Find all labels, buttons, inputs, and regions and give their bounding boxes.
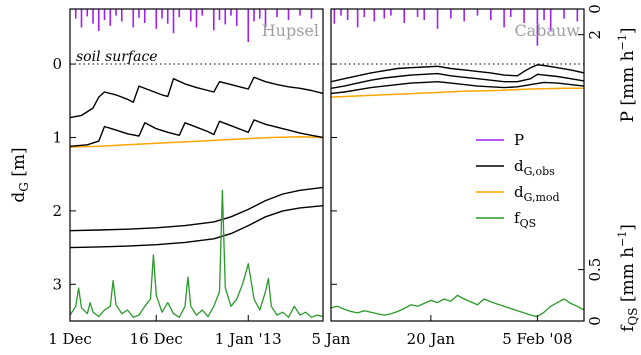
right-axis-label-precip: P [mm h−1]	[616, 28, 638, 123]
series-dg-obs	[331, 72, 584, 89]
series-fqs	[331, 294, 584, 318]
legend: PdG,obs dG,mod fQS	[476, 131, 560, 230]
y-tick-label: 3	[52, 275, 62, 293]
plot-area	[331, 9, 584, 318]
plot-area	[70, 9, 323, 318]
series-dg-obs	[70, 186, 323, 232]
panel-title: Hupsel	[262, 21, 319, 40]
panel-frame	[330, 8, 585, 322]
right-tick-label: 0	[586, 316, 604, 326]
series-dg-obs	[70, 76, 323, 119]
y-tick-label: 2	[52, 202, 62, 220]
right-tick-label: 0	[586, 4, 604, 14]
series-dg-obs	[331, 64, 584, 83]
panel-hupsel: Hupsel 1 Dec 16 Dec 1 Jan '13 0 1 2 3 soil surfa…	[48, 8, 324, 348]
panel-cabauw: Cabauw 5 Jan 20 Jan 5 Feb '08 0 2 0.5 0	[312, 4, 604, 348]
series-dg-obs	[331, 80, 584, 95]
y-tick-label: 0	[52, 55, 62, 73]
series-dg-mod	[331, 87, 584, 98]
panel-frame	[69, 8, 324, 322]
x-tick-label: 20 Jan	[407, 330, 456, 348]
right-tick-label: 0.5	[586, 258, 604, 282]
right-tick-label: 2	[586, 30, 604, 40]
series-dg-obs	[70, 119, 323, 147]
y-axis-label: dG [m]	[9, 147, 31, 202]
series-dg-mod	[70, 135, 323, 148]
x-tick-label: 16 Dec	[130, 330, 183, 348]
series-dg-obs	[70, 205, 323, 249]
legend-label-mod: dG,mod	[514, 183, 560, 204]
panels: Hupsel 1 Dec 16 Dec 1 Jan '13 0 1 2 3 soil surfa…	[48, 4, 604, 348]
soil-surface-annotation: soil surface	[76, 49, 158, 65]
legend-label-fqs: fQS	[514, 209, 536, 230]
x-tick-label: 1 Dec	[48, 330, 92, 348]
x-tick-label: 5 Jan	[312, 330, 351, 348]
right-axis-label-fqs: fQS [mm h−1]	[616, 224, 640, 332]
series-fqs	[70, 189, 323, 318]
legend-label-obs: dG,obs	[514, 157, 555, 178]
x-tick-label: 1 Jan '13	[215, 330, 282, 348]
legend-label-P: P	[514, 131, 524, 149]
panel-title: Cabauw	[514, 21, 580, 40]
x-tick-label: 5 Feb '08	[502, 330, 572, 348]
y-tick-label: 1	[52, 128, 62, 146]
